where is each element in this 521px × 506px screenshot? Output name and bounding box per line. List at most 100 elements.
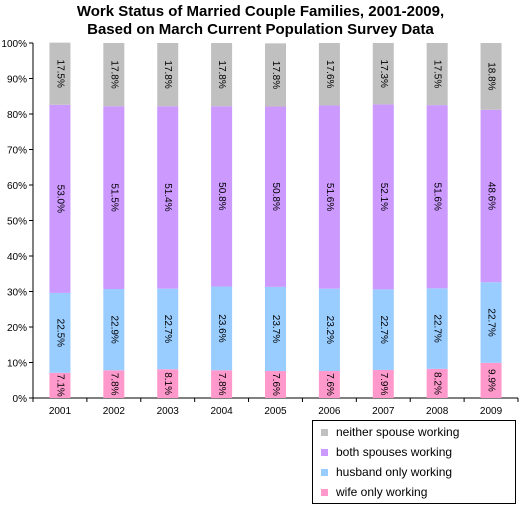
bar-segment-husband-only-working	[480, 282, 502, 363]
bar-segment-both-spouses-working	[49, 104, 71, 293]
bar-segment-both-spouses-working	[264, 106, 287, 287]
legend-label: wife only working	[336, 485, 428, 499]
data-label: 9.9%	[486, 369, 497, 392]
bar-segment-husband-only-working	[372, 289, 394, 370]
data-label: 7.6%	[324, 373, 335, 396]
chart-legend: neither spouse working both spouses worki…	[312, 420, 516, 504]
bar-segment-neither-spouse-working	[211, 43, 233, 107]
data-label: 51.5%	[108, 183, 119, 211]
bar-segment-wife-only-working	[372, 369, 394, 398]
y-tick-label: 90%	[7, 75, 27, 86]
bar-segment-neither-spouse-working	[49, 42, 71, 105]
data-label: 23.2%	[324, 316, 335, 344]
bar-segment-husband-only-working	[49, 292, 71, 373]
bar-segment-both-spouses-working	[103, 106, 125, 290]
bar-segment-husband-only-working	[318, 288, 340, 372]
bar-segment-both-spouses-working	[318, 105, 340, 289]
data-label: 52.1%	[378, 183, 389, 211]
bar-segment-both-spouses-working	[426, 105, 448, 289]
data-label: 48.6%	[486, 182, 497, 210]
data-label: 7.6%	[270, 373, 281, 396]
data-label: 50.8%	[216, 182, 227, 210]
data-label: 50.8%	[270, 183, 281, 211]
data-label: 22.7%	[378, 315, 389, 343]
bar-segment-both-spouses-working	[211, 106, 233, 287]
data-label: 17.5%	[432, 60, 443, 88]
bar-segment-neither-spouse-working	[264, 43, 287, 107]
y-tick-label: 100%	[1, 39, 27, 50]
y-tick-label: 80%	[7, 110, 27, 121]
bar-segment-wife-only-working	[49, 372, 71, 398]
data-label: 22.9%	[108, 315, 119, 343]
chart-title-line-1: Work Status of Married Couple Families, …	[76, 3, 445, 20]
legend-item: husband only working	[321, 463, 452, 481]
x-tick-label: 2002	[103, 406, 126, 417]
x-tick-label: 2005	[264, 406, 287, 417]
chart-title-line-2: Based on March Current Population Survey…	[87, 21, 434, 38]
bar-segment-both-spouses-working	[372, 104, 394, 290]
legend-label: neither spouse working	[336, 425, 460, 439]
bar-segment-wife-only-working	[157, 369, 179, 398]
data-label: 8.1%	[162, 372, 173, 395]
data-label: 51.6%	[324, 183, 335, 211]
legend-item: wife only working	[321, 483, 427, 501]
data-label: 17.6%	[324, 60, 335, 88]
bar-segment-husband-only-working	[103, 289, 125, 371]
y-tick-label: 70%	[7, 146, 27, 157]
bar-segment-neither-spouse-working	[372, 43, 394, 105]
y-tick-label: 20%	[7, 323, 27, 334]
data-label: 53.0%	[54, 185, 65, 213]
x-tick-label: 2008	[426, 406, 449, 417]
data-label: 23.6%	[216, 314, 227, 342]
data-label: 7.1%	[54, 374, 65, 397]
bar-segment-neither-spouse-working	[480, 43, 502, 110]
x-tick-label: 2004	[210, 406, 233, 417]
bar-segment-wife-only-working	[103, 370, 125, 398]
x-tick-label: 2001	[49, 406, 72, 417]
stacked-bar-chart: 0% 10% 20% 30% 40% 50% 60% 70% 80% 90% 100% 7.1% 22.…	[1, 39, 519, 417]
bar-segment-neither-spouse-working	[157, 43, 179, 107]
data-label: 17.3%	[378, 60, 389, 88]
data-label: 22.7%	[162, 315, 173, 343]
data-label: 23.7%	[270, 315, 281, 343]
bar-segment-husband-only-working	[426, 288, 448, 369]
data-label: 17.5%	[54, 60, 65, 88]
bar-segment-wife-only-working	[480, 362, 502, 398]
data-label: 7.9%	[378, 373, 389, 396]
bar-segment-wife-only-working	[318, 371, 340, 398]
legend-swatch	[321, 488, 328, 496]
data-label: 8.2%	[432, 372, 443, 395]
data-label: 17.8%	[270, 61, 281, 89]
chart-title: Work Status of Married Couple Families, …	[0, 3, 521, 39]
bar-segment-both-spouses-working	[480, 109, 502, 283]
y-tick-label: 10%	[7, 359, 27, 370]
x-tick-label: 2009	[480, 406, 503, 417]
legend-swatch	[321, 448, 328, 456]
y-tick-label: 0%	[13, 394, 28, 405]
data-label: 17.8%	[162, 60, 173, 88]
bar-segment-wife-only-working	[264, 371, 287, 398]
legend-label: both spouses working	[336, 445, 453, 459]
data-label: 51.6%	[432, 183, 443, 211]
y-tick-label: 50%	[7, 217, 27, 228]
y-tick-label: 30%	[7, 288, 27, 299]
data-label: 22.5%	[54, 319, 65, 347]
x-tick-label: 2006	[318, 406, 341, 417]
legend-item: both spouses working	[321, 443, 452, 461]
data-label: 22.7%	[432, 314, 443, 342]
x-tick-label: 2007	[372, 406, 395, 417]
bar-segment-neither-spouse-working	[318, 43, 340, 106]
y-tick-label: 60%	[7, 181, 27, 192]
bar-segment-husband-only-working	[157, 288, 179, 370]
data-label: 7.8%	[108, 373, 119, 396]
data-label: 22.7%	[486, 308, 497, 336]
bar-segment-neither-spouse-working	[103, 43, 125, 107]
x-tick-label: 2003	[157, 406, 180, 417]
bar-segment-neither-spouse-working	[426, 43, 448, 106]
bar-segment-wife-only-working	[426, 368, 448, 398]
legend-item: neither spouse working	[321, 423, 459, 441]
y-tick-label: 40%	[7, 252, 27, 263]
bar-segment-wife-only-working	[211, 370, 233, 398]
data-label: 17.8%	[108, 60, 119, 88]
bar-segment-husband-only-working	[264, 286, 287, 372]
